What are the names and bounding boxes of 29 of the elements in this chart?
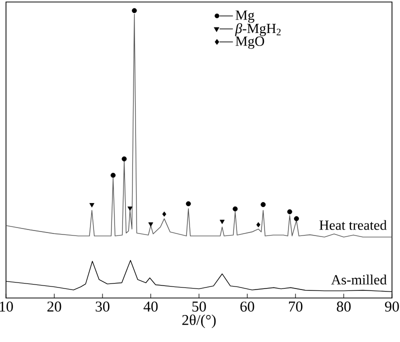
- point: [287, 209, 292, 214]
- point: [162, 211, 166, 217]
- point: [132, 8, 137, 14]
- point: [110, 172, 116, 178]
- legend-label: β-MgH$_{2}$: [235, 23, 281, 36]
- point: [232, 206, 238, 212]
- point: [294, 216, 299, 222]
- series-label: Heat treated: [319, 220, 387, 230]
- series-label: As-milled: [331, 274, 387, 285]
- point: [89, 203, 94, 208]
- legend-label: Mg: [236, 10, 254, 23]
- x-tick-label: 40: [144, 302, 158, 312]
- legend-label: MgO: [236, 36, 264, 49]
- point: [122, 156, 127, 162]
- point: [260, 202, 266, 208]
- point: [186, 201, 191, 206]
- x-tick-label: 50: [192, 302, 206, 312]
- x-tick-label: 10: [0, 302, 13, 312]
- x-tick-label: 80: [336, 302, 351, 312]
- point: [148, 222, 154, 227]
- x-tick-label: 30: [96, 302, 110, 312]
- point: [220, 220, 225, 224]
- point: [128, 206, 132, 211]
- x-tick-label: 20: [47, 302, 62, 312]
- x-tick-label: 70: [289, 302, 302, 312]
- point: [256, 222, 260, 228]
- x-axis-title: 2θ/(°): [182, 314, 216, 328]
- x-tick-label: 60: [240, 302, 254, 312]
- x-tick-label: 90: [385, 302, 399, 312]
